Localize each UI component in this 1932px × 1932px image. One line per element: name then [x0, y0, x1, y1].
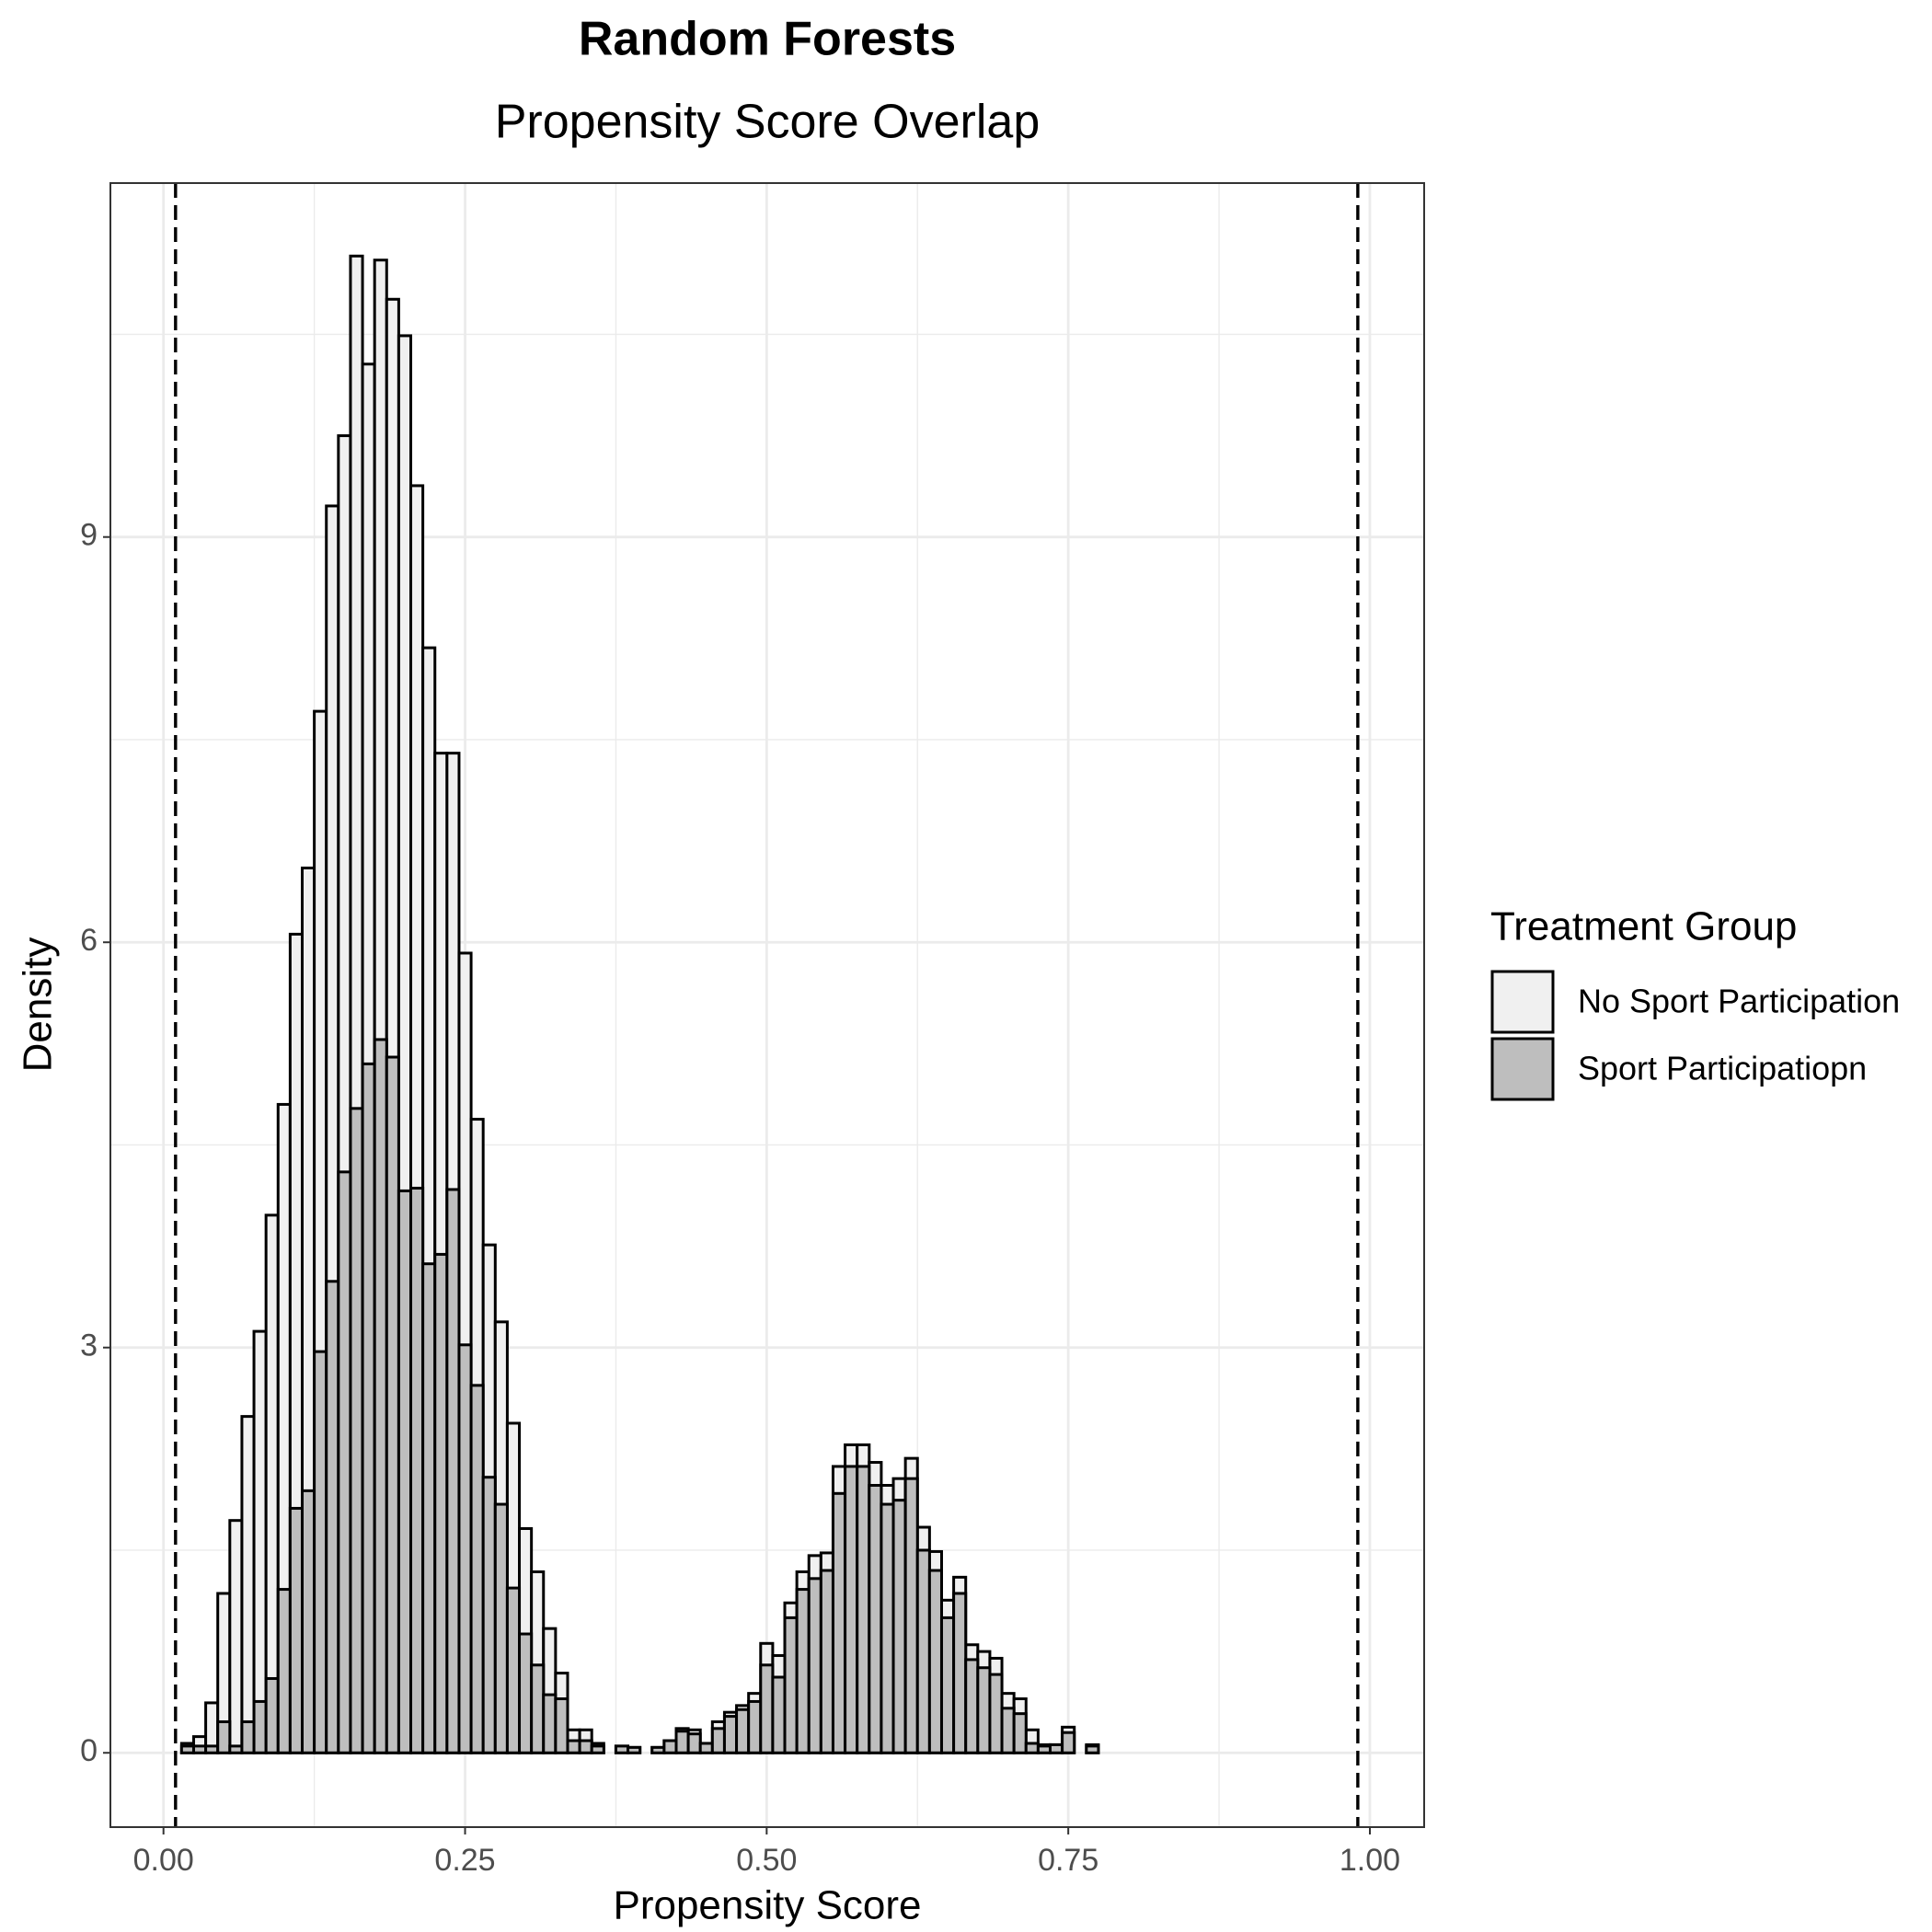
histogram-bar [650, 1745, 666, 1754]
histogram-bar [856, 1465, 871, 1754]
histogram-bar [469, 1384, 485, 1754]
histogram-bar [880, 1502, 895, 1754]
histogram-bar [397, 1189, 413, 1754]
histogram-bar [505, 1586, 522, 1754]
histogram-bar [554, 1697, 569, 1754]
y-tick-label: 6 [80, 923, 98, 958]
histogram-bar [276, 1588, 292, 1754]
histogram-bar [686, 1732, 702, 1754]
histogram-bar [433, 1252, 449, 1754]
histogram-bar [421, 1262, 437, 1754]
x-tick-label: 0.50 [736, 1843, 797, 1878]
histogram-bar [288, 1506, 304, 1754]
histogram-bar [445, 1188, 461, 1754]
histogram-bar [179, 1744, 195, 1754]
histogram-bar [191, 1744, 208, 1754]
histogram-bar [952, 1592, 968, 1754]
x-tick-label: 0.75 [1038, 1843, 1098, 1878]
histogram-bar [264, 1213, 280, 1754]
histogram-bar [759, 1663, 775, 1754]
histogram-bar [662, 1739, 678, 1754]
histogram-bar [783, 1616, 799, 1754]
histogram-bar [481, 1476, 497, 1754]
legend-label: No Sport Participation [1578, 983, 1900, 1020]
histogram-bar [252, 1329, 268, 1754]
histogram-bar [373, 1038, 388, 1754]
histogram-bar [1036, 1744, 1052, 1754]
legend-title: Treatment Group [1490, 904, 1797, 949]
histogram-bar [939, 1616, 956, 1754]
histogram-bar [518, 1632, 534, 1754]
histogram-bar [1085, 1744, 1100, 1754]
y-tick-label: 9 [80, 518, 98, 553]
histogram-bar [325, 1280, 340, 1754]
legend-key [1490, 1037, 1555, 1101]
histogram-bar [361, 1062, 376, 1754]
histogram-bar [457, 1343, 473, 1754]
histogram-bar [674, 1730, 690, 1754]
histogram-bar [722, 1715, 739, 1754]
histogram-bar [915, 1548, 931, 1754]
histogram-bar [530, 1663, 546, 1754]
histogram-bar [590, 1744, 605, 1754]
histogram-bar [313, 1350, 328, 1754]
x-axis-label: Propensity Score [613, 1883, 921, 1928]
histogram-bar [300, 1489, 316, 1754]
histogram-bar [710, 1727, 726, 1754]
y-axis-label: Density [16, 937, 61, 1073]
histogram-bar [698, 1742, 714, 1754]
legend-key [1490, 970, 1555, 1034]
histogram-bar [614, 1744, 630, 1754]
histogram-bar [868, 1484, 883, 1754]
histogram-bar [771, 1675, 787, 1754]
histogram-bar [337, 1170, 352, 1754]
histogram-bar [1048, 1742, 1064, 1754]
x-tick-label: 1.00 [1340, 1843, 1400, 1878]
y-tick-label: 3 [80, 1328, 98, 1363]
histogram-bar [1000, 1707, 1016, 1754]
x-tick-label: 0.00 [133, 1843, 194, 1878]
histogram-bar [216, 1719, 232, 1754]
histogram-bar [819, 1569, 834, 1754]
histogram-bar [1024, 1742, 1040, 1754]
histogram-bar [252, 1699, 268, 1754]
histogram-bar [228, 1744, 244, 1754]
histogram-bar [204, 1744, 220, 1754]
histogram-bar [385, 1055, 400, 1754]
chart-subtitle: Propensity Score Overlap [495, 96, 1041, 149]
histogram-bar [976, 1666, 992, 1754]
histogram-bar [578, 1739, 593, 1754]
histogram-bar [1061, 1731, 1076, 1754]
x-tick-label: 0.25 [434, 1843, 495, 1878]
histogram-bar [831, 1491, 847, 1754]
histogram-bar [927, 1569, 943, 1754]
histogram-bar [240, 1719, 256, 1754]
histogram-bar [264, 1676, 280, 1754]
histogram-bar [493, 1502, 509, 1754]
histogram-bar [542, 1693, 558, 1754]
chart-title: Random Forests [579, 13, 956, 66]
plot-border [109, 182, 1425, 1828]
histogram-bar [349, 1107, 364, 1754]
histogram-bar [844, 1465, 859, 1754]
histogram-bar [903, 1477, 919, 1754]
histogram-bar [964, 1658, 980, 1754]
histogram-bar [1012, 1712, 1028, 1754]
histogram-bar [240, 1415, 256, 1754]
histogram-bar [747, 1699, 763, 1754]
y-tick-label: 0 [80, 1733, 98, 1768]
histogram-bar [735, 1708, 751, 1754]
histogram-bar [566, 1739, 581, 1754]
histogram-bar [795, 1588, 811, 1754]
legend-label: Sport Participatiopn [1578, 1050, 1867, 1087]
histogram-bar [988, 1673, 1004, 1754]
histogram-bar [807, 1577, 822, 1754]
histogram-bar [891, 1499, 907, 1754]
histogram-bar [228, 1519, 244, 1754]
histogram-bar [627, 1745, 642, 1754]
histogram-bar [409, 1186, 425, 1754]
